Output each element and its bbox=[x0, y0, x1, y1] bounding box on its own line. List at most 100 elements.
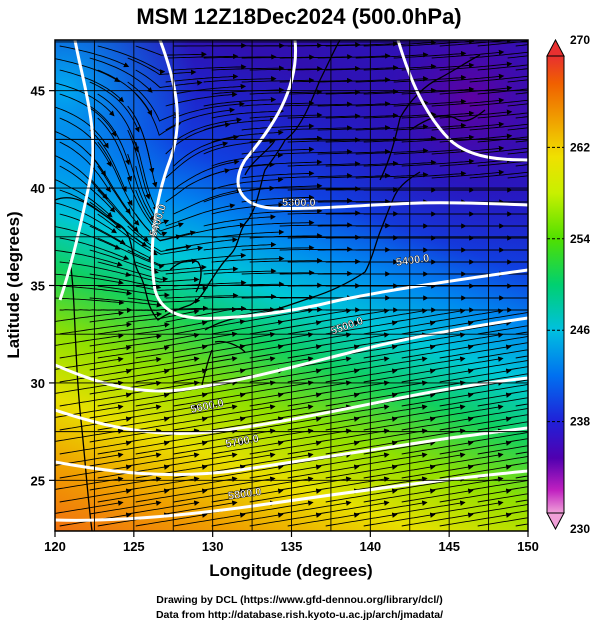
streamline bbox=[241, 404, 314, 419]
streamline bbox=[439, 320, 512, 335]
streamline bbox=[469, 171, 528, 179]
streamline bbox=[469, 503, 528, 515]
streamline bbox=[317, 77, 391, 83]
streamline bbox=[249, 416, 322, 431]
streamline bbox=[203, 356, 276, 371]
streamline bbox=[59, 285, 133, 296]
streamline bbox=[211, 229, 285, 239]
streamline bbox=[135, 93, 181, 136]
y-axis: 25 30 35 40 45 bbox=[31, 84, 55, 488]
streamline bbox=[97, 322, 170, 335]
streamline bbox=[363, 488, 436, 503]
streamline bbox=[401, 488, 474, 503]
streamline bbox=[241, 500, 314, 515]
streamline bbox=[507, 390, 528, 395]
streamline bbox=[55, 310, 124, 322]
streamline bbox=[317, 356, 390, 371]
streamline bbox=[203, 428, 276, 443]
streamline bbox=[55, 297, 125, 306]
streamline bbox=[59, 392, 132, 407]
streamline bbox=[173, 188, 243, 215]
streamline bbox=[507, 486, 528, 491]
streamline bbox=[507, 103, 528, 107]
streamline bbox=[135, 512, 208, 527]
streamline bbox=[287, 89, 361, 96]
streamline bbox=[127, 404, 200, 419]
streamline bbox=[355, 500, 428, 515]
streamline bbox=[393, 74, 467, 83]
streamline bbox=[59, 464, 132, 479]
colorbar-tick-label: 262 bbox=[570, 140, 590, 154]
streamline bbox=[363, 344, 436, 359]
streamline bbox=[55, 106, 109, 149]
streamline bbox=[135, 392, 208, 407]
streamline bbox=[469, 407, 528, 419]
streamline bbox=[439, 85, 513, 95]
streamline bbox=[469, 123, 528, 131]
streamline bbox=[401, 464, 474, 479]
streamline bbox=[355, 76, 429, 83]
streamline bbox=[401, 416, 474, 431]
streamline bbox=[135, 305, 209, 312]
streamline bbox=[55, 333, 124, 346]
streamline bbox=[249, 66, 323, 72]
streamline bbox=[211, 108, 285, 119]
streamline bbox=[287, 186, 361, 192]
streamline bbox=[393, 98, 467, 107]
streamline bbox=[59, 345, 132, 359]
y-tick-label: 40 bbox=[31, 181, 45, 196]
streamline bbox=[165, 203, 236, 227]
colorbar-tick-label: 270 bbox=[570, 33, 590, 47]
streamline bbox=[127, 380, 200, 395]
streamline bbox=[59, 416, 132, 431]
streamline bbox=[317, 452, 390, 467]
streamline bbox=[249, 320, 322, 335]
streamline bbox=[363, 512, 436, 527]
x-tick-label: 120 bbox=[44, 539, 66, 554]
streamline bbox=[325, 136, 399, 143]
streamline bbox=[211, 129, 284, 143]
streamline bbox=[89, 356, 162, 371]
streamline bbox=[469, 311, 528, 323]
streamline bbox=[287, 137, 361, 143]
streamline bbox=[249, 368, 322, 383]
streamline bbox=[431, 169, 505, 179]
colorbar-ticks: 270 262 254 246 238 230 bbox=[547, 33, 590, 536]
colorbar: 270 262 254 246 238 230 bbox=[546, 33, 590, 536]
y-tick-label: 45 bbox=[31, 84, 45, 99]
streamline bbox=[507, 438, 528, 443]
streamline bbox=[431, 308, 504, 323]
streamline bbox=[287, 161, 361, 167]
streamline bbox=[477, 445, 528, 455]
streamline bbox=[55, 226, 121, 250]
streamline bbox=[355, 428, 428, 443]
streamline bbox=[173, 117, 242, 143]
streamline bbox=[355, 124, 429, 131]
streamline bbox=[431, 73, 505, 83]
streamline bbox=[89, 105, 131, 166]
streamline bbox=[393, 428, 466, 443]
streamline bbox=[241, 356, 314, 371]
streamline bbox=[507, 366, 528, 371]
streamline bbox=[431, 97, 505, 107]
streamline bbox=[173, 159, 240, 191]
streamline bbox=[287, 234, 361, 241]
streamline bbox=[203, 293, 277, 300]
streamline bbox=[203, 452, 276, 467]
streamline bbox=[127, 297, 201, 304]
streamline bbox=[469, 455, 528, 467]
streamline bbox=[89, 57, 153, 93]
streamline bbox=[469, 335, 528, 347]
streamline bbox=[55, 404, 124, 418]
streamline bbox=[203, 54, 277, 60]
streamline bbox=[287, 392, 360, 407]
streamline bbox=[287, 416, 360, 431]
streamline bbox=[59, 69, 124, 103]
streamline bbox=[59, 488, 132, 503]
streamline bbox=[355, 404, 428, 419]
streamline bbox=[325, 512, 398, 527]
streamline bbox=[55, 273, 124, 285]
streamline bbox=[431, 452, 504, 467]
streamline bbox=[173, 368, 246, 383]
streamline bbox=[241, 54, 315, 60]
